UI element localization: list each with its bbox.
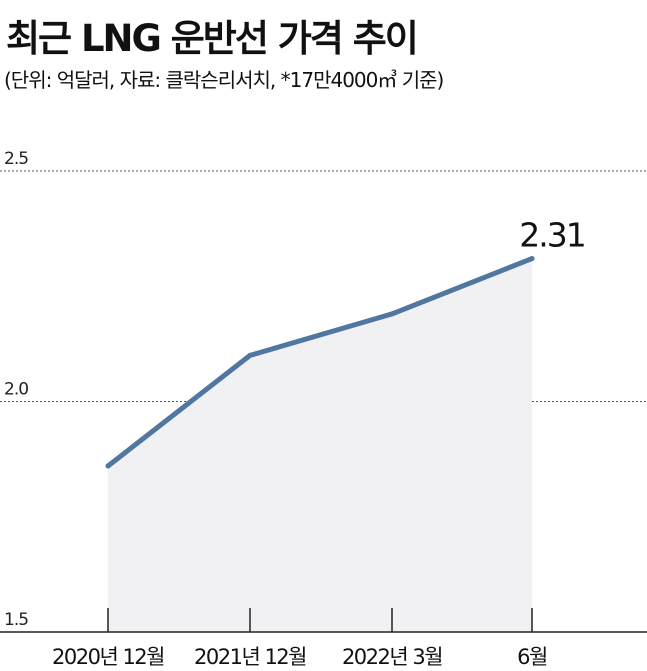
data-point-3 bbox=[529, 256, 535, 262]
chart-subtitle: (단위: 억달러, 자료: 클락슨리서치, *17만4000㎥ 기준) bbox=[4, 68, 444, 92]
x-tick-label: 2021년 12월 bbox=[194, 645, 306, 669]
data-point-1 bbox=[247, 352, 253, 358]
data-point-0 bbox=[105, 463, 111, 469]
x-tick-label: 6월 bbox=[517, 645, 547, 669]
area-fill bbox=[108, 258, 532, 632]
y-axis-ticks: 2.5 2.0 1.5 bbox=[4, 149, 29, 630]
data-points bbox=[105, 256, 535, 469]
chart-title: 최근 LNG 운반선 가격 추이 bbox=[6, 17, 419, 60]
series-line bbox=[105, 256, 535, 469]
y-tick-label: 2.0 bbox=[4, 380, 28, 400]
y-tick-label: 2.5 bbox=[4, 149, 28, 169]
x-tick-label: 2022년 3월 bbox=[342, 645, 442, 669]
data-label-last: 2.31 bbox=[519, 216, 584, 255]
y-tick-label: 1.5 bbox=[4, 610, 28, 630]
data-point-2 bbox=[389, 311, 395, 317]
x-tick-label: 2020년 12월 bbox=[52, 645, 164, 669]
x-axis-ticks: 2020년 12월 2021년 12월 2022년 3월 6월 bbox=[52, 608, 549, 669]
